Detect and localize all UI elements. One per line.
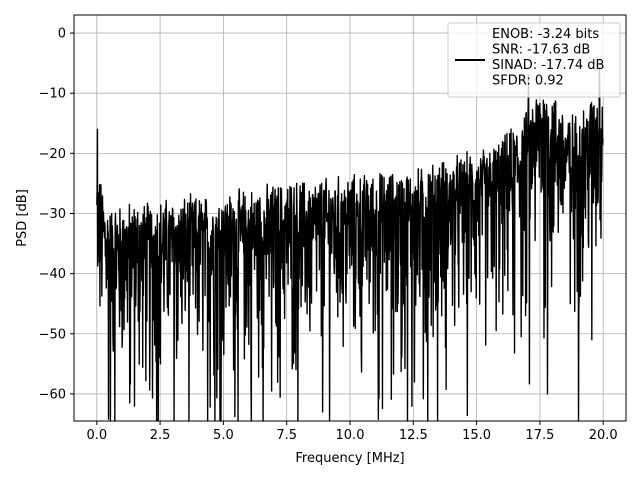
y-tick-label: 0 — [58, 27, 66, 42]
legend-sinad: SINAD: -17.74 dB — [492, 58, 604, 73]
x-tick-label: 7.5 — [276, 428, 297, 443]
legend-sfdr: SFDR: 0.92 — [492, 74, 564, 89]
plot-area — [96, 68, 604, 422]
y-axis-label: PSD [dB] — [15, 189, 30, 247]
y-tick-label: −40 — [39, 267, 66, 282]
x-axis-label: Frequency [MHz] — [295, 451, 404, 466]
x-tick-label: 2.5 — [150, 428, 171, 443]
psd-series-line — [96, 68, 604, 422]
x-tick-label: 15.0 — [462, 428, 491, 443]
x-tick-label: 0.0 — [86, 428, 107, 443]
y-tick-label: −30 — [39, 207, 66, 222]
x-tick-label: 17.5 — [525, 428, 554, 443]
legend-box — [447, 22, 621, 98]
legend-enob: ENOB: -3.24 bits — [492, 27, 599, 42]
legend-snr: SNR: -17.63 dB — [492, 43, 590, 58]
y-tick-label: −60 — [39, 387, 66, 402]
y-tick-label: −20 — [39, 147, 66, 162]
x-tick-label: 10.0 — [336, 428, 365, 443]
y-tick-label: −50 — [39, 327, 66, 342]
x-axis-ticks: 0.0 2.5 5.0 7.5 10.0 12.5 15.0 17.5 20.0 — [86, 421, 618, 443]
x-tick-label: 12.5 — [399, 428, 428, 443]
y-tick-label: −10 — [39, 87, 66, 102]
legend: ENOB: -3.24 bits SNR: -17.63 dB SINAD: -… — [447, 22, 621, 98]
x-tick-label: 5.0 — [213, 428, 234, 443]
x-tick-label: 20.0 — [589, 428, 618, 443]
y-axis-ticks: 0 −10 −20 −30 −40 −50 −60 — [39, 27, 74, 402]
